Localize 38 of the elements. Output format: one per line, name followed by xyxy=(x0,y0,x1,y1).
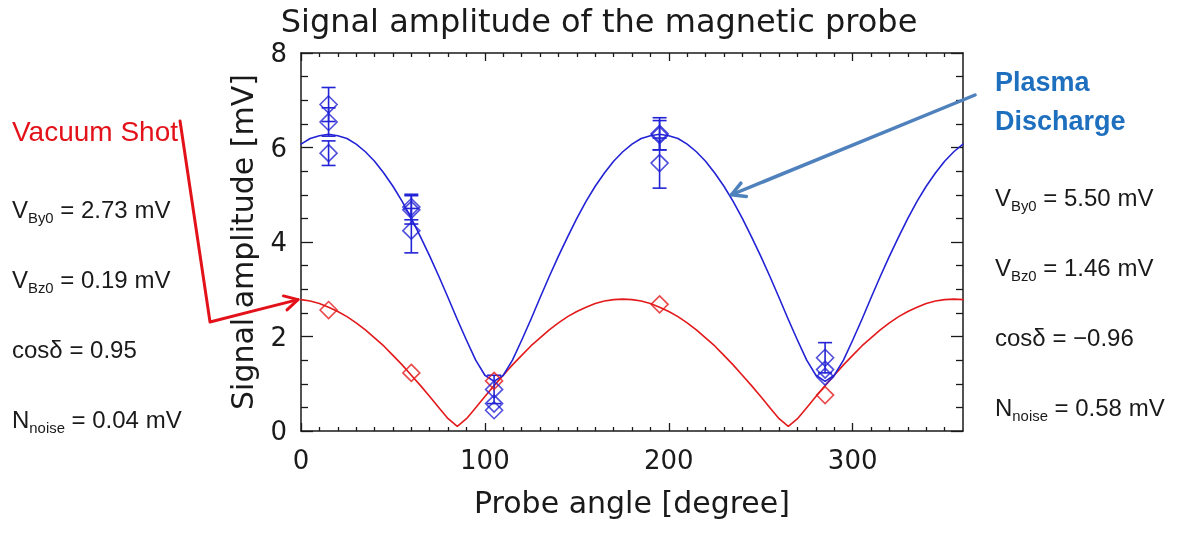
point xyxy=(484,371,504,391)
point xyxy=(815,360,835,379)
y-tick-label: 0 xyxy=(270,416,287,446)
point xyxy=(319,143,338,163)
point xyxy=(484,380,504,399)
point xyxy=(484,400,504,420)
point xyxy=(402,363,421,383)
point xyxy=(650,295,669,314)
point xyxy=(815,348,835,368)
text: N$_{noise}$ = 0.58 mV xyxy=(995,394,1165,425)
x-axis-title: Probe angle [degree] xyxy=(474,484,790,520)
x-tick-label: 100 xyxy=(460,445,510,475)
y-tick-label: 2 xyxy=(270,321,287,352)
text: cosδ = 0.95 xyxy=(12,336,137,364)
annotation: Vacuum Shot xyxy=(12,116,179,148)
text: N$_{noise}$ = 0.04 mV xyxy=(12,406,182,437)
point xyxy=(319,300,338,320)
text: V$_{Bz0}$ = 1.46 mV xyxy=(995,254,1154,285)
text: V$_{By0}$ = 2.73 mV xyxy=(12,196,171,227)
point xyxy=(650,153,669,173)
y-tick-label: 8 xyxy=(270,38,287,68)
x-tick-label: 0 xyxy=(292,445,310,475)
text: V$_{Bz0}$ = 0.19 mV xyxy=(12,266,171,297)
point xyxy=(319,95,338,114)
text: V$_{By0}$ = 5.50 mV xyxy=(995,184,1154,215)
point xyxy=(484,394,504,413)
y-tick-label: 6 xyxy=(270,132,287,163)
chart-title: Signal amplitude of the magnetic probe xyxy=(280,2,918,40)
text: cosδ = −0.96 xyxy=(995,324,1134,352)
point xyxy=(319,112,338,132)
x-tick-label: 200 xyxy=(643,445,694,475)
point xyxy=(815,367,835,386)
y-axis-title: Signal amplitude [mV] xyxy=(224,74,260,410)
point xyxy=(402,221,421,240)
point xyxy=(815,385,835,405)
x-tick-label: 300 xyxy=(827,445,878,475)
annotation: Plasma Discharge xyxy=(995,66,1127,139)
y-tick-label: 4 xyxy=(270,227,287,257)
